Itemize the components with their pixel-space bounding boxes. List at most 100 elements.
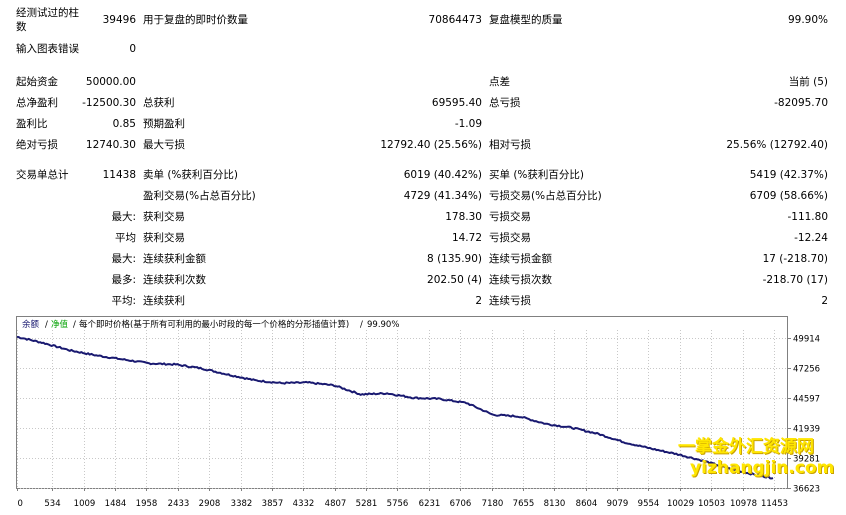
x-tick-label: 6231 <box>419 499 441 509</box>
x-tick-label: 10029 <box>667 499 694 509</box>
loss-trades-label: 亏损交易(%占总百分比) <box>489 190 602 202</box>
expected-payoff-value: -1.09 <box>454 118 482 130</box>
max-consec-wins-value: 8 (135.90) <box>427 253 482 265</box>
chart-header: 余额 / 净值 / 每个即时价格(基于所有可利用的最小时段的每一个价格的分形插值… <box>22 319 399 330</box>
abs-drawdown-label: 绝对亏损 <box>16 139 58 151</box>
quality-value: 99.90% <box>787 14 828 26</box>
x-tick-label: 9554 <box>638 499 660 509</box>
legend-divider-3: / <box>360 320 363 330</box>
mismatch-label: 输入图表错误 <box>16 43 79 55</box>
net-profit-value: -12500.30 <box>82 97 136 109</box>
x-tick-label: 8130 <box>544 499 566 509</box>
x-tick-label: 4807 <box>325 499 347 509</box>
legend-divider-1: / <box>45 320 48 330</box>
x-tick-label: 0 <box>18 499 23 509</box>
grid <box>17 330 787 489</box>
average-profit-label: 获利交易 <box>143 232 185 244</box>
plot-frame <box>16 316 788 489</box>
y-tick-label: 39281 <box>793 455 820 465</box>
total-trades-label: 交易单总计 <box>16 169 69 181</box>
profit-trades-label: 盈利交易(%占总百分比) <box>143 190 256 202</box>
average-label: 平均 <box>115 232 136 244</box>
largest-loss-label: 亏损交易 <box>489 211 531 223</box>
net-profit-label: 总净盈利 <box>16 97 58 109</box>
max-consec-wins-label: 连续获利金额 <box>143 253 206 265</box>
long-positions-label: 买单 (%获利百分比) <box>489 169 585 181</box>
largest-profit-value: 178.30 <box>445 211 482 223</box>
max-consec-losses-value: 17 (-218.70) <box>762 253 828 265</box>
largest-profit-label: 获利交易 <box>143 211 185 223</box>
largest-loss-value: -111.80 <box>787 211 828 223</box>
balance-chart-svg: 49914 47256 44597 41939 39281 36623 0 534 1009 1… <box>16 316 820 509</box>
x-tick-label: 10978 <box>730 499 757 509</box>
abs-drawdown-value: 12740.30 <box>85 139 136 151</box>
short-positions-label: 卖单 (%获利百分比) <box>143 169 239 181</box>
y-tick-label: 36623 <box>793 485 820 495</box>
short-positions-value: 6019 (40.42%) <box>403 169 482 181</box>
rel-drawdown-value: 25.56% (12792.40) <box>726 139 828 151</box>
x-tick-label: 2433 <box>168 499 190 509</box>
profit-trades-value: 4729 (41.34%) <box>403 190 482 202</box>
x-tick-label: 6706 <box>450 499 472 509</box>
x-tick-label: 5756 <box>387 499 409 509</box>
x-tick-label: 4332 <box>293 499 315 509</box>
x-axis: 0 534 1009 1484 1958 2433 2908 3382 3857 4332 4807… <box>17 488 788 509</box>
average-consecutive-label: 平均: <box>111 295 136 307</box>
bars-tested-label: 经测试过的柱 <box>16 7 79 19</box>
watermark-title: 一掌金外汇资源网 <box>678 437 814 457</box>
bars-tested-value: 39496 <box>102 14 136 26</box>
loss-trades-value: 6709 (58.66%) <box>749 190 828 202</box>
series <box>16 335 774 480</box>
spread-label: 点差 <box>489 76 510 88</box>
mismatch-value: 0 <box>129 43 136 55</box>
spread-value: 当前 (5) <box>788 76 828 88</box>
equity-legend-label: 净值 <box>51 319 69 330</box>
maximal-consec-profit-value: 202.50 (4) <box>427 274 482 286</box>
watermark-url: yizhangjin.com <box>690 458 835 478</box>
deposit-label: 起始资金 <box>16 76 58 88</box>
maximal-consecutive-label: 最多: <box>111 274 136 286</box>
profit-factor-label: 盈利比 <box>16 118 48 130</box>
avg-consec-losses-label: 连续亏损 <box>489 295 531 307</box>
average-profit-value: 14.72 <box>451 232 482 244</box>
gross-loss-value: -82095.70 <box>774 97 828 109</box>
avg-consec-wins-value: 2 <box>475 295 482 307</box>
max-consecutive-label: 最大: <box>111 253 136 265</box>
ticks-value: 70864473 <box>428 14 482 26</box>
x-tick-label: 8604 <box>576 499 598 509</box>
x-tick-label: 534 <box>44 499 60 509</box>
maximal-consec-profit-label: 连续获利次数 <box>143 274 206 286</box>
quality-label: 复盘模型的质量 <box>489 14 563 26</box>
gross-profit-value: 69595.40 <box>431 97 482 109</box>
y-tick-label: 49914 <box>793 335 820 345</box>
x-tick-label: 7180 <box>482 499 504 509</box>
ticks-label: 用于复盘的即时价数量 <box>143 14 248 26</box>
balance-legend-label: 余额 <box>22 319 40 330</box>
long-positions-value: 5419 (42.37%) <box>749 169 828 181</box>
y-axis: 49914 47256 44597 41939 39281 36623 <box>787 335 820 495</box>
x-tick-label: 3857 <box>262 499 284 509</box>
gross-loss-label: 总亏损 <box>489 97 521 109</box>
max-consec-losses-label: 连续亏损金额 <box>489 253 552 265</box>
avg-consec-wins-label: 连续获利 <box>143 295 185 307</box>
max-drawdown-value: 12792.40 (25.56%) <box>380 139 482 151</box>
balance-chart: 49914 47256 44597 41939 39281 36623 0 534 1009 1… <box>16 316 830 515</box>
maximal-consec-loss-label: 连续亏损次数 <box>489 274 552 286</box>
x-tick-label: 7655 <box>513 499 535 509</box>
expected-payoff-label: 预期盈利 <box>143 118 185 130</box>
rel-drawdown-label: 相对亏损 <box>489 139 531 151</box>
average-loss-value: -12.24 <box>794 232 828 244</box>
y-tick-label: 44597 <box>793 395 820 405</box>
x-tick-label: 1484 <box>105 499 127 509</box>
profit-factor-value: 0.85 <box>112 118 136 130</box>
avg-consec-losses-value: 2 <box>821 295 828 307</box>
x-tick-label: 3382 <box>231 499 253 509</box>
x-tick-label: 9079 <box>607 499 629 509</box>
y-tick-label: 41939 <box>793 425 820 435</box>
largest-label: 最大: <box>111 211 136 223</box>
x-tick-label: 10503 <box>698 499 725 509</box>
x-tick-label: 1958 <box>136 499 158 509</box>
max-drawdown-label: 最大亏损 <box>143 139 185 151</box>
y-tick-label: 47256 <box>793 365 820 375</box>
legend-divider-2: / <box>73 320 76 330</box>
